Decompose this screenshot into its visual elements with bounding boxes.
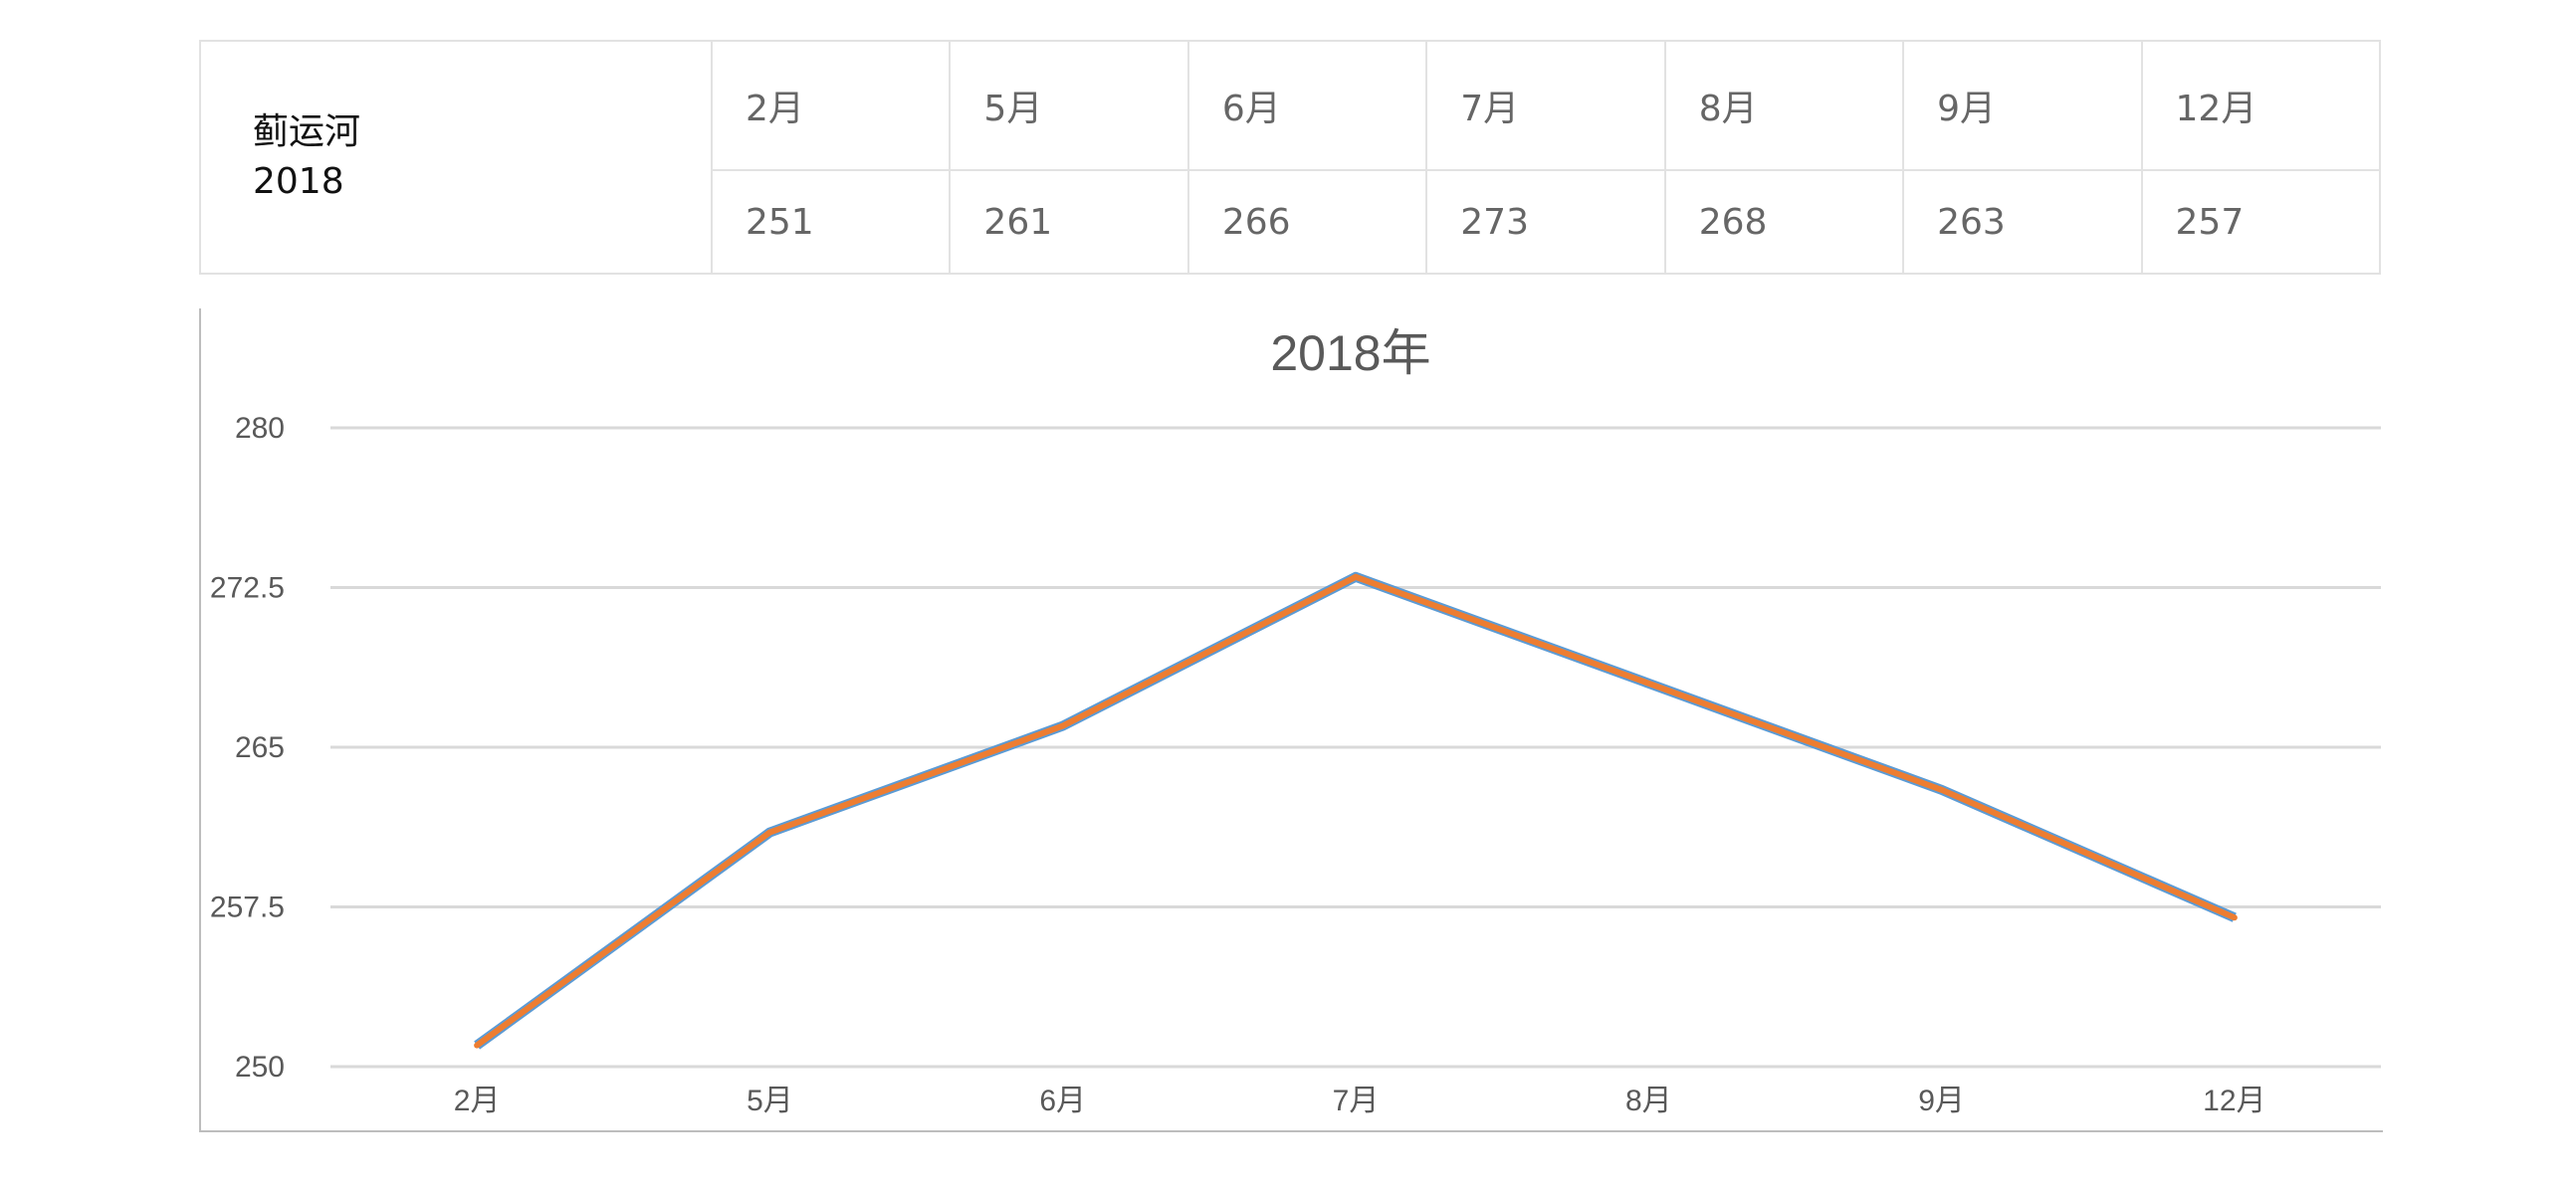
- value-cell: 266: [1186, 169, 1428, 275]
- month-cell: 12月: [2140, 39, 2382, 172]
- chart-title: 2018年: [1270, 325, 1430, 381]
- y-tick-label: 272.5: [210, 572, 285, 605]
- value-cell: 261: [949, 169, 1189, 275]
- month-cell: 6月: [1186, 39, 1428, 172]
- row-header-river: 蓟运河: [253, 111, 361, 152]
- table-row-values: 251 261 266 273 268 263 257: [200, 169, 2382, 275]
- value-cell: 268: [1663, 169, 1905, 275]
- x-tick-label: 9月: [1918, 1085, 1965, 1117]
- line-chart: 2018年 250 257.5 265 272.5 280 2月 5月 6月 7月 8月 9月 12…: [199, 308, 2383, 1132]
- month-cell: 7月: [1425, 39, 1666, 172]
- series-line-shadow: [474, 571, 2237, 1050]
- data-point: [1353, 573, 1359, 580]
- chart-canvas: 2018年 250 257.5 265 272.5 280 2月 5月 6月 7月 8月 9月 12…: [210, 325, 2381, 1117]
- x-tick-label: 2月: [454, 1085, 501, 1117]
- y-tick-label: 280: [235, 412, 285, 445]
- table-row-months: 蓟运河 2018 2月 5月 6月 7月 8月 9月 12月: [199, 39, 2382, 275]
- data-table: 蓟运河 2018 2月 5月 6月 7月 8月 9月 12月 251 261 2…: [199, 39, 2382, 275]
- month-cell: 8月: [1663, 39, 1905, 172]
- row-header: 蓟运河 2018: [199, 40, 713, 275]
- x-tick-label: 8月: [1625, 1085, 1672, 1117]
- value-cell: 257: [2140, 169, 2382, 275]
- series-line: [475, 573, 2237, 1049]
- value-cell: 251: [710, 169, 952, 275]
- month-cell: 9月: [1902, 39, 2143, 172]
- x-axis-ticks: 2月 5月 6月 7月 8月 9月 12月: [454, 1085, 2266, 1117]
- x-tick-label: 12月: [2203, 1085, 2265, 1117]
- gridlines: [330, 426, 2381, 1069]
- data-point: [1645, 680, 1652, 687]
- x-tick-label: 6月: [1039, 1085, 1086, 1117]
- value-cell: 263: [1902, 169, 2143, 275]
- y-tick-label: 257.5: [210, 892, 285, 924]
- data-point: [474, 1042, 481, 1049]
- data-point: [1938, 786, 1945, 793]
- row-header-year: 2018: [253, 161, 344, 202]
- data-point: [2231, 914, 2238, 921]
- x-tick-label: 5月: [747, 1085, 793, 1117]
- month-cell: 2月: [710, 39, 952, 172]
- data-point: [1059, 722, 1066, 729]
- data-point: [766, 829, 773, 836]
- month-cell: 5月: [949, 39, 1189, 172]
- x-tick-label: 7月: [1333, 1085, 1380, 1117]
- value-cell: 273: [1425, 169, 1666, 275]
- y-axis-ticks: 250 257.5 265 272.5 280: [210, 412, 285, 1084]
- y-tick-label: 265: [235, 731, 285, 764]
- y-tick-label: 250: [235, 1051, 285, 1084]
- series-layer: [474, 571, 2238, 1050]
